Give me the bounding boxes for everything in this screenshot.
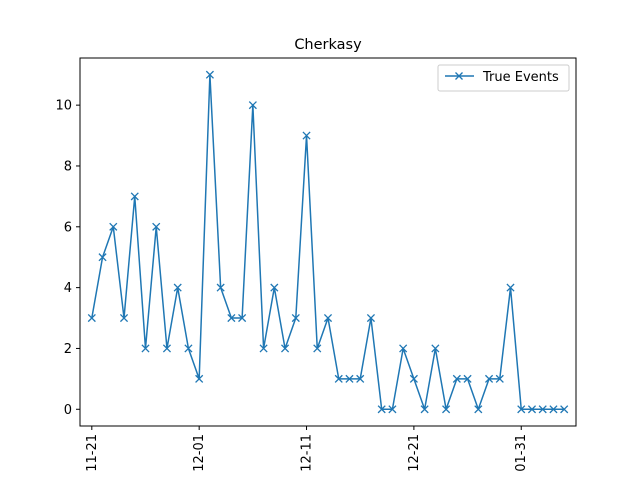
legend-box [437,64,570,92]
data-point-marker [173,283,182,292]
data-point-marker [184,344,193,353]
data-point-marker [216,283,225,292]
chart-title: Cherkasy [294,37,362,53]
data-point-marker [109,222,118,231]
x-tick-label: 11-21 [85,434,100,472]
data-point-marker [538,405,547,414]
y-tick-label: 8 [64,159,72,174]
data-point-marker [527,405,537,414]
data-point-marker [280,344,290,353]
data-point-marker [87,313,96,323]
y-tick-label: 10 [55,99,72,114]
y-tick-label: 0 [64,403,72,418]
data-point-marker [302,131,311,140]
data-point-marker [388,405,397,414]
data-point-marker [549,405,558,414]
y-tick-label: 6 [64,220,72,235]
x-tick-label: 12-01 [192,434,207,472]
x-tick-label: 12-21 [407,434,422,472]
x-tick-label: 01-31 [514,434,529,472]
data-point-marker [141,344,150,353]
data-point-marker [334,374,343,383]
data-point-marker [130,192,139,201]
data-point-marker [313,344,322,353]
data-point-marker [238,313,247,323]
data-point-marker [474,405,483,414]
data-point-marker [442,405,451,414]
data-point-marker [248,101,257,110]
data-point-marker [399,344,408,353]
axes-frame [79,57,577,427]
data-point-marker [270,283,279,292]
data-point-marker [119,313,129,323]
y-tick-label: 4 [64,281,72,296]
data-point-marker [291,313,300,323]
data-point-marker [463,374,472,383]
data-point-marker [409,374,418,383]
x-tick-label: 12-11 [300,434,315,472]
data-point-marker [495,374,504,383]
data-point-marker [227,313,236,323]
data-point-marker [98,253,107,262]
data-point-marker [323,313,333,323]
data-point-marker [377,405,386,414]
data-point-marker [420,405,429,414]
data-point-marker [152,222,161,231]
data-point-marker [162,344,172,353]
data-point-marker [431,344,440,353]
data-point-marker [259,344,268,353]
data-point-marker [517,405,526,414]
data-point-marker [452,374,461,383]
data-point-marker [560,405,569,414]
data-point-marker [506,283,515,292]
y-tick-label: 2 [64,342,72,357]
legend-marker [455,72,463,80]
data-point-marker [195,374,204,383]
plot-area: 0 2 4 6 8 10 11-21 12-01 12-11 12-21 01-31 [55,57,577,472]
data-point-marker [366,313,376,323]
data-point-marker [345,374,354,383]
legend: True Events [437,64,570,92]
data-point-marker [356,374,365,383]
data-point-marker [484,374,494,383]
data-point-marker [205,70,214,79]
legend-label: True Events [482,70,559,85]
